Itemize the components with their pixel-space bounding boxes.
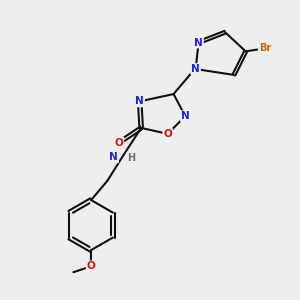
Text: N: N (191, 64, 200, 74)
Text: N: N (135, 96, 144, 106)
Text: O: O (115, 138, 124, 148)
Text: N: N (181, 111, 190, 121)
Text: N: N (110, 152, 118, 162)
Text: Br: Br (259, 44, 271, 53)
Text: O: O (87, 261, 95, 271)
Text: H: H (127, 153, 135, 163)
Text: O: O (163, 129, 172, 139)
Text: N: N (194, 38, 203, 47)
